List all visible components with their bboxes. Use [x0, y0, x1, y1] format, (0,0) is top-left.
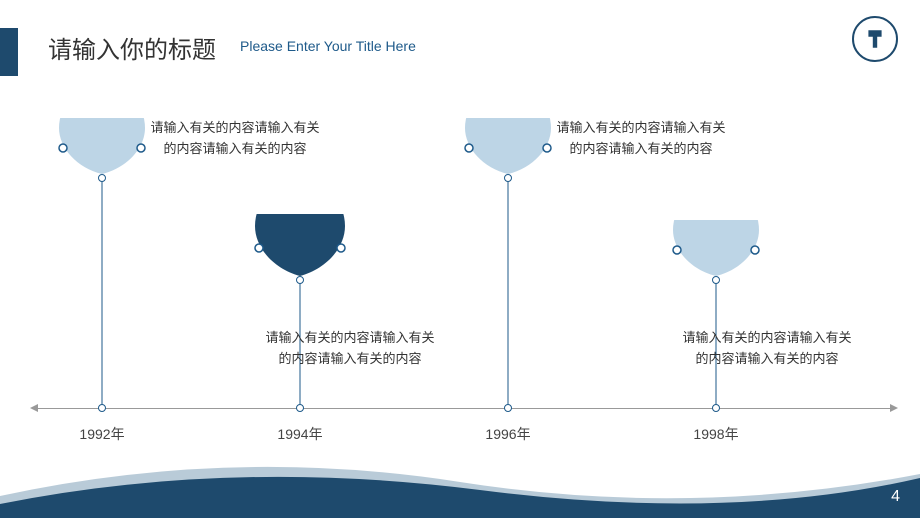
node-stem: [102, 178, 103, 408]
year-label: 1994年: [277, 424, 322, 444]
node-ring: [296, 276, 304, 284]
fan-icon: [671, 220, 761, 276]
fan-icon: [463, 118, 553, 174]
node-text: 请输入有关的内容请输入有关的内容请输入有关的内容: [150, 118, 320, 160]
year-label: 1996年: [485, 424, 530, 444]
node-text: 请输入有关的内容请输入有关的内容请输入有关的内容: [265, 328, 435, 370]
node-ring: [98, 404, 106, 412]
node-ring: [504, 174, 512, 182]
footer-wave: [0, 456, 920, 518]
fan-icon: [57, 118, 147, 174]
node-ring: [98, 174, 106, 182]
node-text: 请输入有关的内容请输入有关的内容请输入有关的内容: [556, 118, 726, 160]
logo-badge: [852, 16, 898, 62]
year-label: 1998年: [693, 424, 738, 444]
page-number: 4: [891, 488, 900, 506]
page-subtitle: Please Enter Your Title Here: [240, 38, 416, 54]
fan-icon: [252, 214, 348, 276]
year-label: 1992年: [79, 424, 124, 444]
node-ring: [712, 404, 720, 412]
node-ring: [712, 276, 720, 284]
node-ring: [296, 404, 304, 412]
node-text: 请输入有关的内容请输入有关的内容请输入有关的内容: [682, 328, 852, 370]
node-ring: [504, 404, 512, 412]
page-title: 请输入你的标题: [48, 30, 216, 65]
timeline-axis: [36, 408, 892, 409]
accent-bar: [0, 28, 18, 76]
node-stem: [508, 178, 509, 408]
